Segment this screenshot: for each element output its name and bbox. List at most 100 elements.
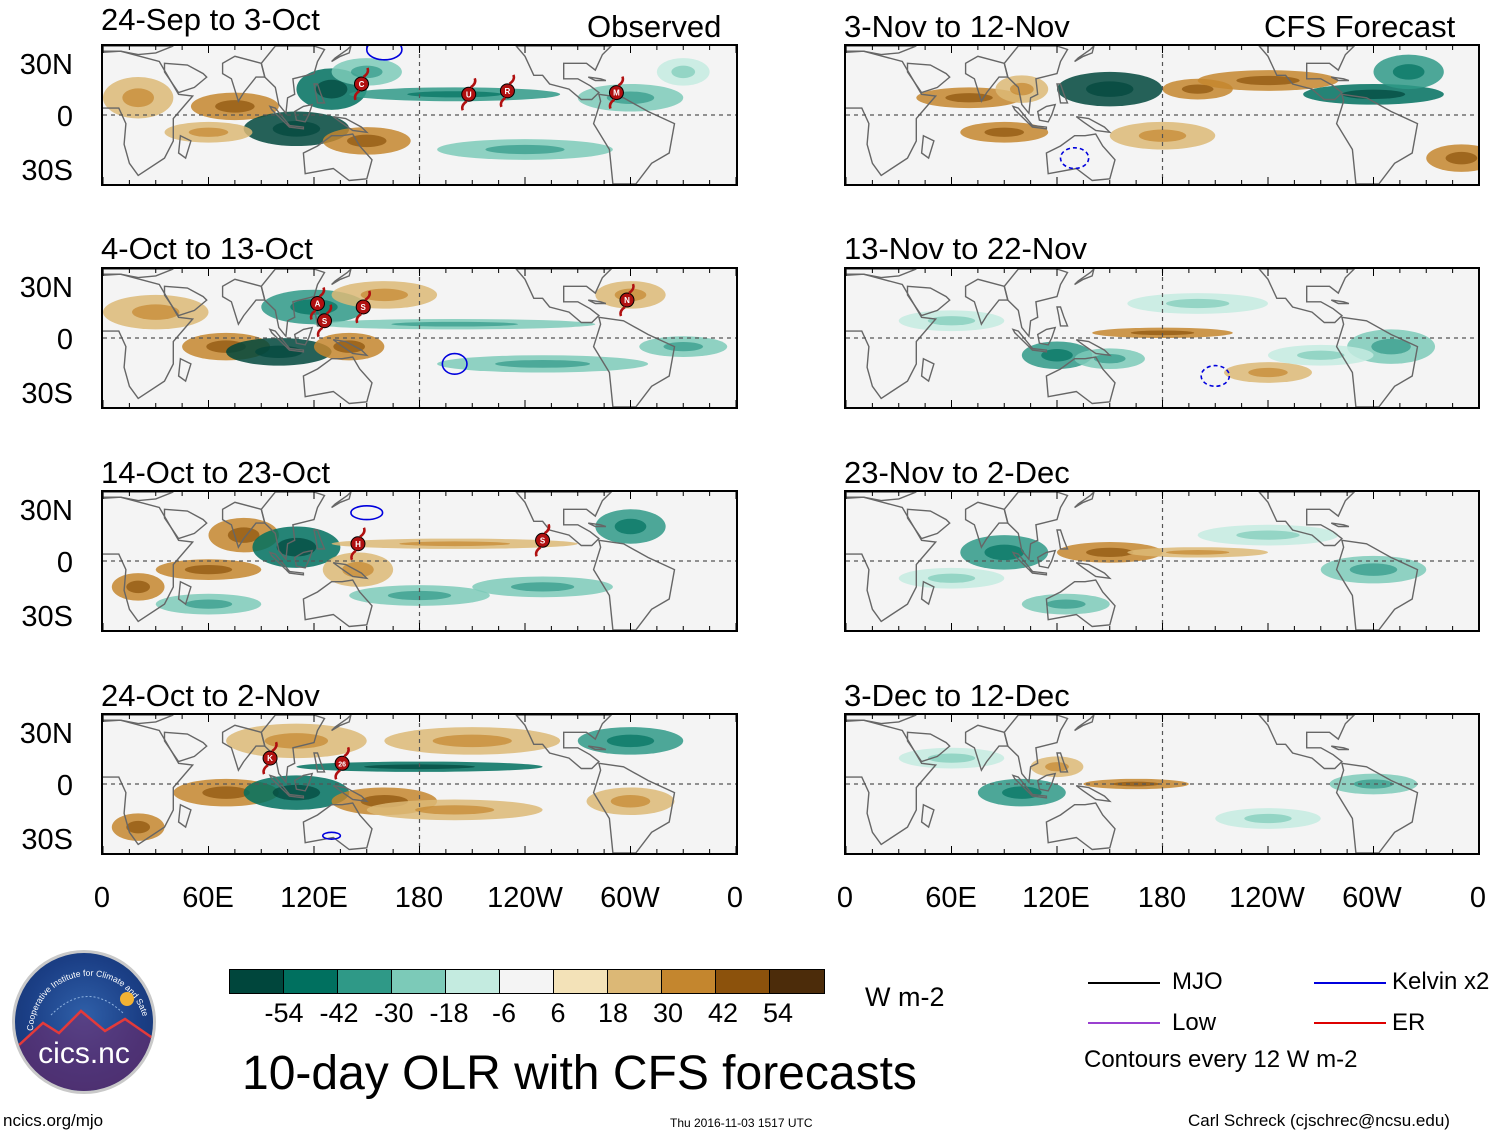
tropical-cyclone-marker: 26 xyxy=(334,746,350,780)
colorbar-tick: 54 xyxy=(762,998,794,1028)
coastline xyxy=(285,124,305,130)
lon-label-120e: 120E xyxy=(1022,882,1090,914)
lat-label-30n: 30N xyxy=(19,49,73,81)
coastline xyxy=(1045,133,1116,182)
olr-anomaly-core xyxy=(927,753,976,763)
tropical-cyclone-marker: H xyxy=(350,527,366,561)
olr-anomaly-core xyxy=(1166,298,1230,309)
olr-anomaly-core xyxy=(1041,349,1073,362)
coastline xyxy=(592,316,676,407)
coastline xyxy=(920,580,935,606)
coastline xyxy=(1335,93,1419,184)
coastline xyxy=(163,62,208,94)
coastline xyxy=(331,492,352,509)
coastline xyxy=(1045,802,1116,851)
olr-anomaly-core xyxy=(606,734,655,748)
olr-anomaly-core xyxy=(1009,82,1034,96)
coastline xyxy=(163,508,208,540)
coastline xyxy=(1335,316,1419,407)
coastline xyxy=(285,570,305,576)
olr-anomaly-core xyxy=(1130,330,1195,336)
olr-anomaly-core xyxy=(184,599,233,609)
tropical-cyclone-marker: U xyxy=(460,77,477,111)
cyclone-label: 26 xyxy=(338,761,346,768)
kelvin-contour xyxy=(441,352,468,376)
olr-anomaly-core xyxy=(614,518,647,535)
coastline xyxy=(1075,785,1112,803)
olr-anomaly-core xyxy=(1045,762,1069,772)
coastline xyxy=(293,772,314,792)
olr-map-canvas xyxy=(846,715,1478,853)
colorbar-swatch xyxy=(338,970,392,993)
coastline xyxy=(515,269,613,324)
coastline xyxy=(846,715,917,725)
colorbar-swatch xyxy=(230,970,284,993)
cyclone-label: M xyxy=(613,89,620,98)
tropical-cyclone-marker: N xyxy=(619,283,635,317)
legend-label-low: Low xyxy=(1172,1009,1217,1036)
lon-label-0: 0 xyxy=(836,882,854,914)
coastline xyxy=(1028,124,1048,130)
coastline xyxy=(285,793,305,799)
observed-header: Observed xyxy=(587,9,722,44)
coastline xyxy=(846,496,938,623)
coastline xyxy=(1330,522,1350,528)
cyclone-label: C xyxy=(359,80,365,89)
coastline xyxy=(177,134,192,160)
coastline xyxy=(293,549,314,569)
colorbar-tick: 18 xyxy=(597,998,629,1028)
cyclone-label: K xyxy=(267,754,273,763)
lat-label-30n: 30N xyxy=(19,718,73,750)
panel-title-fc-3: 23-Nov to 2-Dec xyxy=(844,455,1070,490)
coastline xyxy=(1075,562,1112,580)
lat-label-eq: 0 xyxy=(56,547,73,579)
olr-anomaly-core xyxy=(272,121,321,137)
olr-anomaly-core xyxy=(407,91,503,98)
coastline xyxy=(103,273,195,400)
coastline xyxy=(1045,579,1116,628)
colorbar-swatch xyxy=(554,970,608,993)
coastline xyxy=(592,539,676,630)
colorbar-tick: 30 xyxy=(652,998,684,1028)
footer-url[interactable]: ncics.org/mjo xyxy=(3,1111,104,1130)
panel-title-fc-4: 3-Dec to 12-Dec xyxy=(844,678,1070,713)
coastline xyxy=(103,719,195,846)
olr-anomaly-core xyxy=(1236,75,1300,86)
coastline xyxy=(1011,774,1033,795)
olr-anomaly-core xyxy=(1297,350,1345,360)
coastline xyxy=(268,551,290,572)
colorbar-tick: -54 xyxy=(264,998,304,1028)
coastline xyxy=(515,492,613,547)
panel-title-obs-4: 24-Oct to 2-Nov xyxy=(101,678,320,713)
coastline xyxy=(1036,772,1057,792)
coastline xyxy=(221,501,266,549)
coastline xyxy=(1056,529,1069,550)
olr-anomaly-core xyxy=(1166,550,1230,555)
logo-text: cics.nc xyxy=(38,1037,130,1070)
cyclone-label: H xyxy=(355,540,361,549)
colorbar-swatch xyxy=(500,970,554,993)
cyclone-label: S xyxy=(540,536,546,545)
coastline xyxy=(920,803,935,829)
lon-label-180: 180 xyxy=(394,882,444,914)
olr-anomaly-core xyxy=(984,127,1025,137)
coastline xyxy=(1036,549,1057,569)
coastline xyxy=(592,93,676,184)
olr-anomaly-core xyxy=(671,65,696,79)
olr-anomaly-core xyxy=(415,805,495,815)
coastline xyxy=(260,46,326,116)
legend-label-mjo: MJO xyxy=(1172,968,1223,995)
coastline xyxy=(515,46,613,101)
footer-author: Carl Schreck (cjschrec@ncsu.edu) xyxy=(1188,1111,1450,1130)
tropical-cyclone-marker: S xyxy=(534,523,551,557)
coastline xyxy=(103,269,174,279)
cyclone-label: U xyxy=(466,90,472,99)
coastline xyxy=(293,326,314,346)
olr-anomaly-core xyxy=(215,100,255,113)
lon-label-120e: 120E xyxy=(280,882,348,914)
coastline xyxy=(293,103,314,123)
olr-map-forecast-4 xyxy=(844,713,1480,855)
olr-anomaly-core xyxy=(984,544,1025,561)
